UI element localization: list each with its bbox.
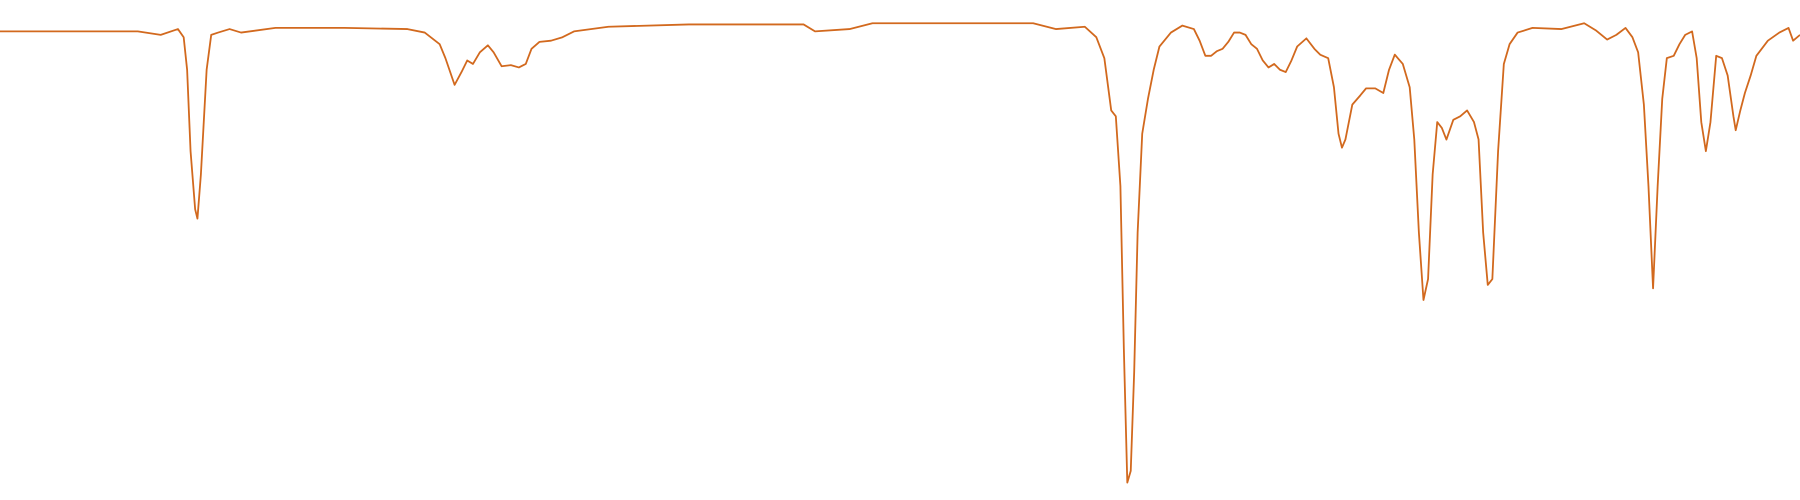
spectrum-line — [0, 22, 1800, 484]
